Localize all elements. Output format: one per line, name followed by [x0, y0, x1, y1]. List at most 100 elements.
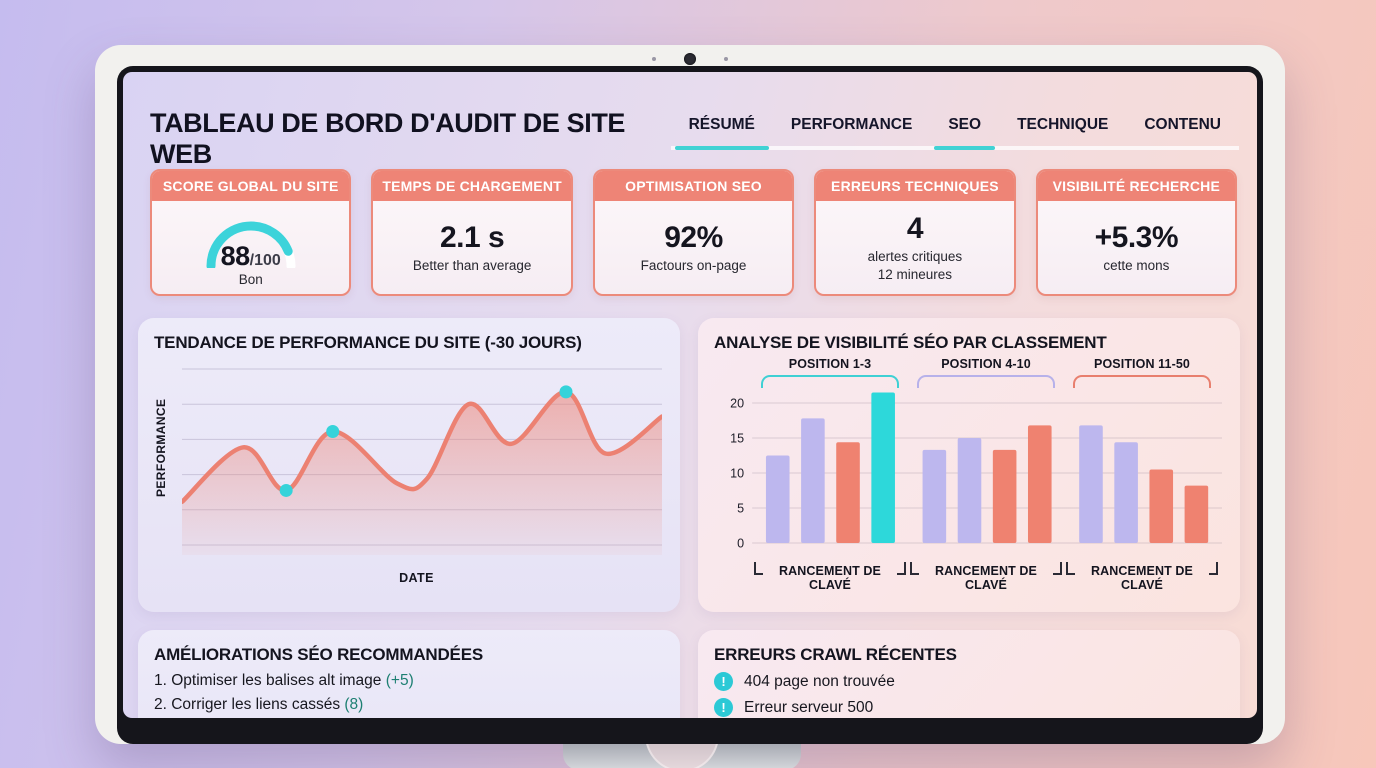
score-gauge: 88/100 [192, 208, 310, 272]
seo-visibility-panel: ANALYSE DE VISIBILITÉ SÉO PAR CLASSEMENT… [698, 318, 1240, 612]
group-label: POSITION 11-50 [1094, 357, 1190, 371]
bar-salmon [1184, 485, 1209, 543]
group-bracket-row: POSITION 1-3 POSITION 4-10 POSITION 11-50 [752, 357, 1220, 388]
kpi-value: 92% [664, 220, 723, 254]
kpi-subtitle: cette mons [1103, 257, 1170, 273]
bar-lavender [922, 449, 947, 543]
bar-lavender [765, 455, 790, 543]
bar-salmon [836, 442, 860, 543]
kpi-card-title: TEMPS DE CHARGEMENT [373, 171, 571, 201]
svg-text:15: 15 [730, 432, 744, 446]
screen-bezel: TABLEAU DE BORD D'AUDIT DE SITE WEB RÉSU… [117, 66, 1263, 744]
kpi-subtitle-2: 12 mineures [877, 266, 953, 282]
stand-notch [645, 744, 719, 768]
kpi-card-title: SCORE GLOBAL DU SITE [152, 171, 350, 201]
monitor-stand [563, 744, 801, 768]
recommendation-count: (+5) [385, 672, 414, 689]
x-axis-label: DATE [399, 571, 434, 585]
line-area-fill [182, 391, 662, 555]
score-value: 88 [220, 241, 251, 272]
crawl-error-list: ! 404 page non trouvée! Erreur serveur 500… [714, 672, 1224, 718]
panel-title: ANALYSE DE VISIBILITÉ SÉO PAR CLASSEMENT [714, 333, 1107, 352]
alert-icon: ! [714, 672, 733, 691]
laptop-mockup: TABLEAU DE BORD D'AUDIT DE SITE WEB RÉSU… [95, 45, 1285, 768]
panel-title: TENDANCE DE PERFORMANCE DU SITE (-30 JOU… [154, 333, 582, 352]
group-position-1-3: POSITION 1-3 [752, 357, 908, 388]
recommendation-list: 1. Optimiser les balises alt image (+5) 2… [154, 669, 664, 718]
group-position-4-10: POSITION 4-10 [908, 357, 1064, 388]
performance-trend-panel: TENDANCE DE PERFORMANCE DU SITE (-30 JOU… [138, 318, 680, 612]
recommendation-text: 2. Corriger les liens cassés [154, 695, 345, 713]
kpi-card-title: OPTIMISATION SEO [594, 171, 793, 201]
bar-teal [871, 392, 895, 543]
recommendation-count: (8) [344, 695, 364, 713]
bar-lavender [957, 438, 982, 543]
panel-title: ERREURS CRAWL RÉCENTES [714, 645, 957, 664]
y-axis-label: PERFORMANCE [154, 398, 168, 497]
tab-resume[interactable]: RÉSUMÉ [671, 112, 773, 150]
group-bracket [761, 375, 899, 388]
crawl-error-text: Erreur serveur 500 [744, 698, 874, 716]
bar-chart: POSITION 1-3 POSITION 4-10 POSITION 11-50 … [714, 357, 1224, 592]
group-label: POSITION 4-10 [941, 357, 1031, 371]
tab-contenu[interactable]: CONTENU [1144, 116, 1221, 133]
tab-technique[interactable]: TECHNIQUE [1017, 116, 1109, 133]
kpi-value: 4 [906, 211, 924, 245]
kpi-card-title: VISIBILITÉ RECHERCHE [1037, 171, 1236, 201]
line-chart: PERFORMANCE DATE [144, 357, 668, 595]
svg-text:20: 20 [730, 397, 744, 411]
crawl-error-text: 404 page non trouvée [744, 672, 895, 690]
kpi-row: SCORE GLOBAL DU SITE 88/100 Bon [150, 169, 1238, 296]
bar-salmon [1149, 469, 1174, 543]
page-title: TABLEAU DE BORD D'AUDIT DE SITE WEB [150, 108, 626, 169]
kpi-value: 2.1 s [439, 220, 505, 254]
kpi-subtitle: Factours on-page [640, 257, 747, 273]
kpi-card-score-global: SCORE GLOBAL DU SITE 88/100 Bon [150, 169, 352, 296]
kpi-card-temps-chargement: TEMPS DE CHARGEMENT 2.1 s Better than av… [371, 169, 573, 296]
group-label: POSITION 1-3 [788, 357, 872, 371]
seo-recommendations-panel: AMÉLIORATIONS SÉO RECOMMANDÉES 1. Optimi… [138, 630, 680, 718]
kpi-card-visibilite-recherche: VISIBILITÉ RECHERCHE +5.3% cette mons [1035, 169, 1238, 296]
score-rating: Bon [238, 272, 263, 288]
seo-recommendation-item: 2. Corriger les liens cassés (8) [154, 693, 664, 717]
panel-title: AMÉLIORATIONS SÉO RECOMMANDÉES [154, 645, 483, 664]
kpi-subtitle: alertes critiques [867, 248, 963, 264]
nav-tabs: RÉSUMÉ PERFORMANCE SEO TECHNIQUE CONTENU [670, 112, 1239, 150]
svg-text:5: 5 [737, 502, 744, 516]
tab-seo[interactable]: SEO [930, 112, 999, 150]
bottom-row: AMÉLIORATIONS SÉO RECOMMANDÉES 1. Optimi… [138, 630, 1240, 718]
group-axis-label: RANCEMENT DE CLAVÉ [752, 562, 908, 592]
data-point-marker [559, 385, 573, 399]
bar-salmon [992, 449, 1017, 543]
kpi-value: +5.3% [1094, 220, 1179, 254]
alert-icon: ! [714, 698, 733, 717]
dashboard-screen: TABLEAU DE BORD D'AUDIT DE SITE WEB RÉSU… [123, 72, 1257, 718]
bar-lavender [1114, 442, 1138, 543]
mic-dot-icon [724, 57, 728, 61]
crawl-errors-panel: ERREURS CRAWL RÉCENTES ! 404 page non tro… [698, 630, 1240, 718]
webcam-icon [684, 53, 696, 65]
score-suffix: /100 [249, 252, 281, 270]
line-chart-svg [182, 368, 662, 555]
group-axis-label: RANCEMENT DE CLAVÉ [1064, 562, 1220, 592]
kpi-card-optimisation-seo: OPTIMISATION SEO 92% Factours on-page [592, 169, 795, 296]
crawl-error-item: ! 404 page non trouvée [714, 672, 1224, 691]
dashboard-header: TABLEAU DE BORD D'AUDIT DE SITE WEB RÉSU… [150, 100, 1239, 170]
bar-chart-svg: 0 5 10 15 20 [730, 392, 1222, 551]
seo-recommendation-item: 3. Améliorer la méta-description (12) [154, 716, 664, 718]
kpi-card-erreurs-techniques: ERREURS TECHNIQUES 4 alertes critiques 1… [814, 169, 1016, 296]
data-point-marker [326, 424, 340, 438]
svg-text:0: 0 [737, 537, 744, 551]
seo-recommendation-item: 1. Optimiser les balises alt image (+5) [154, 669, 664, 693]
group-label-row: RANCEMENT DE CLAVÉ RANCEMENT DE CLAVÉ RANC… [752, 562, 1220, 592]
crawl-error-item: ! Erreur serveur 500 [714, 698, 1224, 717]
group-axis-label: RANCEMENT DE CLAVÉ [908, 562, 1064, 592]
kpi-subtitle: Better than average [412, 257, 532, 273]
svg-text:10: 10 [730, 467, 744, 481]
charts-row: TENDANCE DE PERFORMANCE DU SITE (-30 JOU… [138, 318, 1240, 612]
recommendation-text: 1. Optimiser les balises alt image [154, 672, 386, 689]
group-bracket [1073, 375, 1211, 388]
tab-performance[interactable]: PERFORMANCE [790, 116, 913, 133]
kpi-card-title: ERREURS TECHNIQUES [816, 171, 1014, 201]
